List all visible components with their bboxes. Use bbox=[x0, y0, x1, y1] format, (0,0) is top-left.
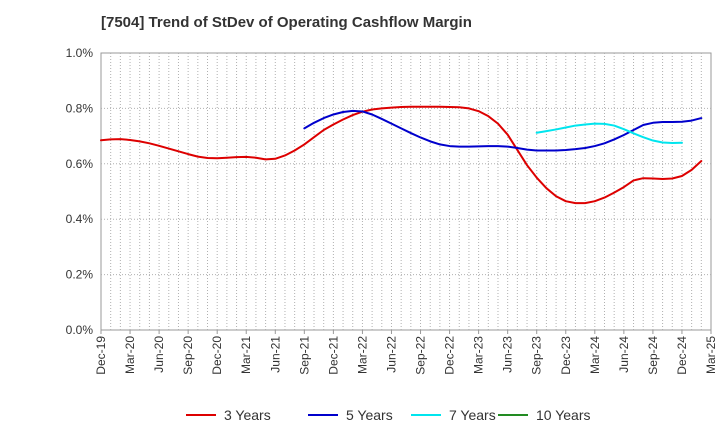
x-tick-label: Dec-23 bbox=[559, 336, 573, 375]
legend-label-7-years: 7 Years bbox=[449, 407, 496, 423]
x-tick-label: Dec-24 bbox=[675, 336, 689, 375]
x-tick-label: Sep-23 bbox=[530, 336, 544, 375]
y-tick-label: 0.8% bbox=[66, 101, 94, 115]
grid-layer bbox=[101, 53, 711, 330]
x-tick-label: Mar-20 bbox=[123, 336, 137, 374]
x-tick-label: Dec-22 bbox=[443, 336, 457, 375]
x-tick-label: Mar-21 bbox=[239, 336, 253, 374]
legend-label-10-years: 10 Years bbox=[536, 407, 591, 423]
x-tick-label: Sep-21 bbox=[297, 336, 311, 375]
series-line-7-years bbox=[535, 122, 683, 145]
legend-label-3-years: 3 Years bbox=[224, 407, 271, 423]
x-tick-label: Jun-24 bbox=[617, 336, 631, 373]
x-tick-label: Dec-21 bbox=[326, 336, 340, 375]
x-tick-label: Mar-22 bbox=[355, 336, 369, 374]
x-tick-label: Jun-22 bbox=[384, 336, 398, 373]
x-tick-label: Mar-25 bbox=[704, 336, 718, 374]
series-line-3-years bbox=[100, 105, 703, 205]
x-tick-label: Dec-19 bbox=[94, 336, 108, 375]
axis-layer: 0.0% 0.2% 0.4% 0.6% 0.8% 1.0% Dec-19 Mar-20 Jun-… bbox=[66, 46, 718, 375]
x-tick-label: Mar-23 bbox=[472, 336, 486, 374]
x-tick-label: Mar-24 bbox=[588, 336, 602, 374]
x-tick-label: Sep-22 bbox=[414, 336, 428, 375]
y-tick-label: 0.0% bbox=[66, 323, 94, 337]
x-tick-label: Sep-20 bbox=[181, 336, 195, 375]
x-tick-label: Jun-20 bbox=[152, 336, 166, 373]
plot-area bbox=[100, 52, 712, 331]
legend-label-5-years: 5 Years bbox=[346, 407, 393, 423]
x-tick-label: Jun-23 bbox=[501, 336, 515, 373]
x-tick-label: Dec-20 bbox=[210, 336, 224, 375]
y-tick-label: 0.4% bbox=[66, 212, 94, 226]
x-tick-label: Jun-21 bbox=[268, 336, 282, 373]
y-tick-label: 0.6% bbox=[66, 157, 94, 171]
legend: 3 Years 5 Years 7 Years 10 Years bbox=[186, 407, 591, 423]
y-tick-label: 0.2% bbox=[66, 268, 94, 282]
series-layer bbox=[100, 105, 703, 205]
x-tick-label: Sep-24 bbox=[646, 336, 660, 375]
chart-title: [7504] Trend of StDev of Operating Cashf… bbox=[101, 14, 472, 31]
series-line-5-years bbox=[303, 109, 703, 152]
y-tick-label: 1.0% bbox=[66, 46, 94, 60]
